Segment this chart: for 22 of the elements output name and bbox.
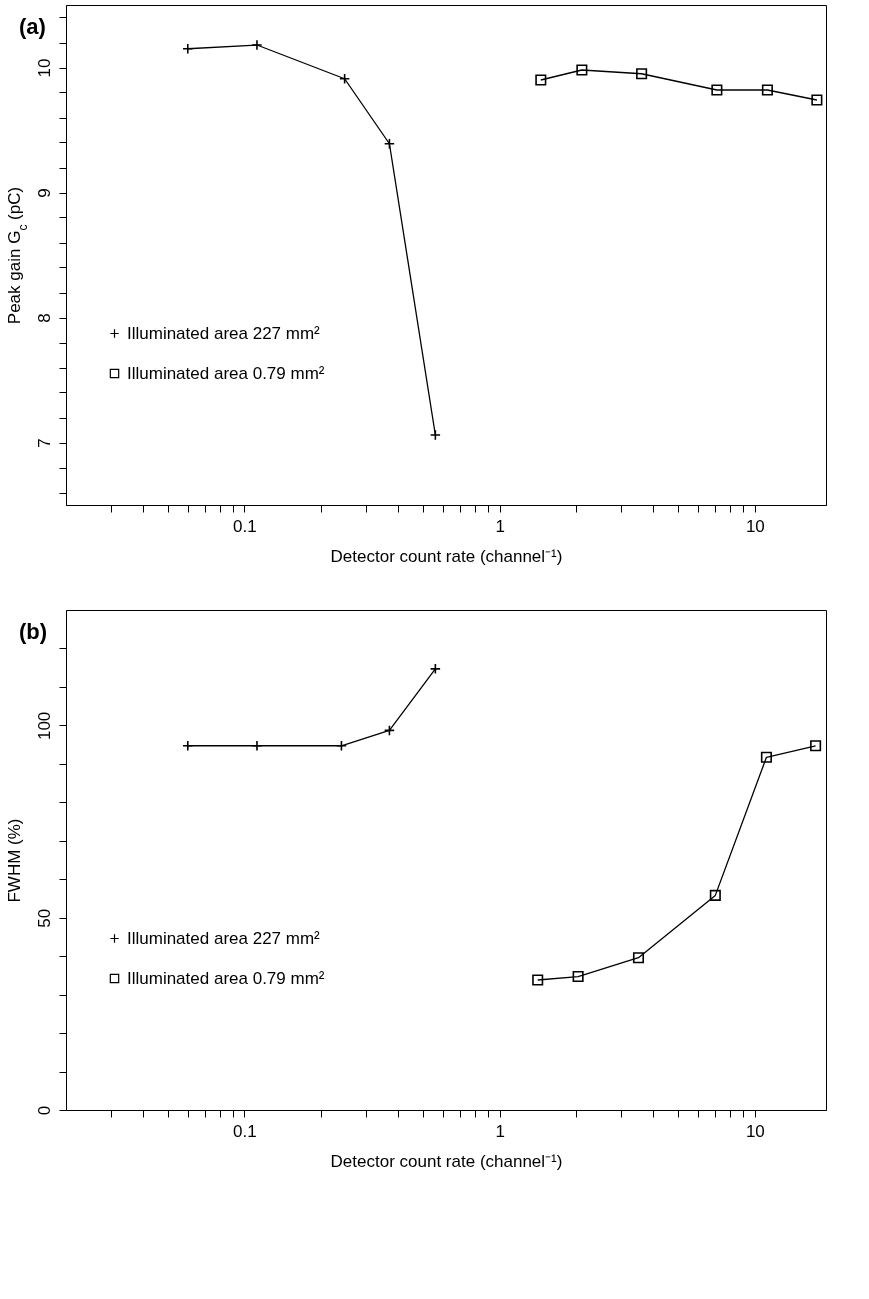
x-tick-label: 1 (495, 516, 505, 536)
x-axis-title: Detector count rate (channel⁻¹) (330, 1151, 563, 1171)
x-tick-label: 10 (745, 516, 765, 536)
legend-label: Illuminated area 0.79 mm² (127, 968, 325, 988)
x-tick-label: 0.1 (233, 1121, 257, 1141)
y-tick-label: 9 (34, 188, 54, 198)
y-axis-title: FWHM (%) (4, 818, 24, 903)
chart-title: (a) (19, 14, 46, 39)
legend-label: Illuminated area 227 mm² (127, 928, 321, 948)
y-tick-label: 10 (34, 58, 54, 78)
x-tick-label: 0.1 (233, 516, 257, 536)
y-tick-label: 100 (34, 711, 54, 741)
y-tick-label: 50 (34, 908, 54, 928)
legend-label: Illuminated area 0.79 mm² (127, 363, 325, 383)
chart-title: (b) (19, 619, 48, 644)
y-tick-label: 0 (34, 1105, 54, 1116)
legend-label: Illuminated area 227 mm² (127, 323, 321, 343)
y-tick-label: 7 (34, 438, 54, 448)
y-tick-label: 8 (34, 313, 54, 323)
x-axis-title: Detector count rate (channel⁻¹) (330, 546, 563, 566)
x-tick-label: 1 (495, 1121, 505, 1141)
x-tick-label: 10 (745, 1121, 765, 1141)
